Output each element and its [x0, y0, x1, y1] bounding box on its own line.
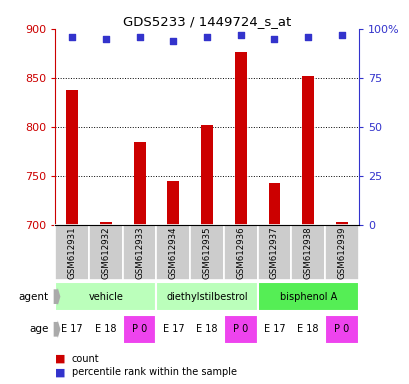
Bar [257, 314, 291, 344]
Text: E 18: E 18 [196, 324, 217, 334]
Point [304, 33, 311, 40]
Text: GSM612938: GSM612938 [303, 226, 312, 279]
Text: ■: ■ [55, 354, 66, 364]
Bar [156, 225, 190, 280]
Bar [89, 225, 122, 280]
Bar [100, 222, 112, 225]
Bar [55, 314, 89, 344]
FancyArrow shape [54, 288, 60, 306]
Text: diethylstilbestrol: diethylstilbestrol [166, 291, 247, 302]
Bar [89, 314, 122, 344]
FancyArrow shape [54, 320, 60, 338]
Text: bisphenol A: bisphenol A [279, 291, 336, 302]
Text: agent: agent [18, 291, 49, 302]
Bar [66, 89, 78, 225]
Text: vehicle: vehicle [88, 291, 123, 302]
Bar [167, 180, 179, 225]
Bar [55, 282, 156, 311]
Bar [122, 314, 156, 344]
Bar [257, 225, 291, 280]
Text: E 18: E 18 [95, 324, 117, 334]
Bar [201, 125, 212, 225]
Text: P 0: P 0 [333, 324, 348, 334]
Text: GSM612931: GSM612931 [67, 226, 76, 279]
Bar [234, 52, 246, 225]
Bar [156, 314, 190, 344]
Text: GSM612936: GSM612936 [236, 226, 245, 279]
Text: GSM612937: GSM612937 [269, 226, 278, 279]
Text: percentile rank within the sample: percentile rank within the sample [72, 367, 236, 377]
Point [338, 31, 344, 38]
Point [203, 33, 210, 40]
Text: GSM612939: GSM612939 [337, 226, 346, 279]
Bar [301, 76, 313, 225]
Text: count: count [72, 354, 99, 364]
Text: P 0: P 0 [132, 324, 147, 334]
Text: GSM612932: GSM612932 [101, 226, 110, 279]
Bar [291, 314, 324, 344]
Point [237, 31, 243, 38]
Text: GSM612933: GSM612933 [135, 226, 144, 279]
Bar [55, 225, 89, 280]
Bar [156, 282, 257, 311]
Point [69, 33, 75, 40]
Text: E 17: E 17 [263, 324, 285, 334]
Bar [133, 142, 145, 225]
Text: age: age [29, 324, 49, 334]
Bar [324, 225, 358, 280]
Bar [335, 222, 347, 225]
Point [270, 35, 277, 41]
Text: E 18: E 18 [297, 324, 318, 334]
Text: E 17: E 17 [61, 324, 83, 334]
Text: P 0: P 0 [233, 324, 248, 334]
Bar [324, 314, 358, 344]
Bar [122, 225, 156, 280]
Point [136, 33, 143, 40]
Point [170, 38, 176, 44]
Text: GSM612934: GSM612934 [169, 226, 178, 279]
Bar [190, 225, 223, 280]
Text: ■: ■ [55, 367, 66, 377]
Point [102, 35, 109, 41]
Text: E 17: E 17 [162, 324, 184, 334]
Bar [257, 282, 358, 311]
Bar [190, 314, 223, 344]
Bar [291, 225, 324, 280]
Bar [223, 225, 257, 280]
Bar [223, 314, 257, 344]
Text: GSM612935: GSM612935 [202, 226, 211, 279]
Title: GDS5233 / 1449724_s_at: GDS5233 / 1449724_s_at [123, 15, 290, 28]
Bar [268, 182, 280, 225]
